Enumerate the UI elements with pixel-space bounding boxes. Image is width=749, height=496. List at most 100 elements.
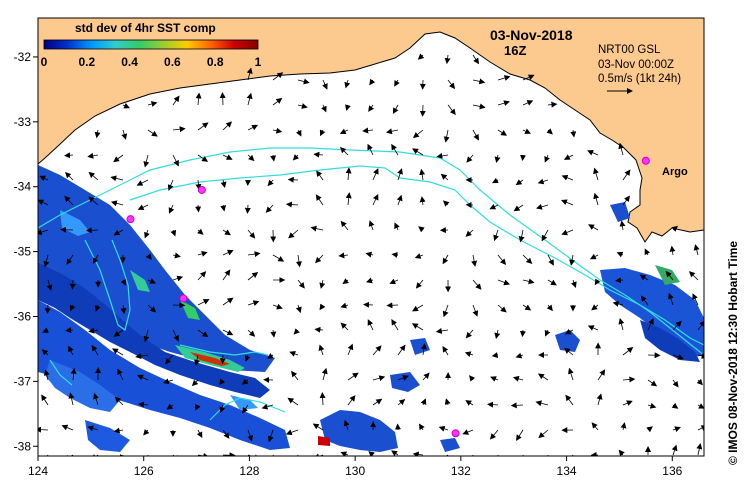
current-arrow <box>372 168 379 181</box>
current-arrow <box>672 320 682 331</box>
current-arrow <box>396 194 403 206</box>
current-arrow <box>697 320 704 331</box>
current-arrow <box>544 329 551 337</box>
current-arrow <box>420 398 427 406</box>
current-arrow <box>647 402 657 409</box>
current-arrow <box>68 345 74 356</box>
current-arrow <box>170 229 177 237</box>
current-arrow <box>242 404 249 414</box>
current-arrow <box>61 424 74 431</box>
current-arrow <box>442 254 449 265</box>
current-arrow <box>472 54 480 65</box>
current-arrow <box>397 398 406 406</box>
current-arrow <box>247 124 259 131</box>
current-arrow <box>367 319 374 331</box>
current-arrow <box>544 154 550 163</box>
current-arrow <box>397 168 403 181</box>
argo-label: Argo <box>662 166 688 178</box>
current-arrow <box>569 254 576 266</box>
current-arrow <box>563 154 574 160</box>
current-arrow <box>295 304 302 314</box>
current-arrow <box>270 154 277 162</box>
current-arrow <box>297 454 299 456</box>
header-time: 16Z <box>504 43 526 58</box>
current-arrow <box>639 274 649 281</box>
current-arrow <box>112 348 124 356</box>
current-arrow <box>568 367 574 381</box>
current-arrow <box>414 253 424 259</box>
current-arrow <box>519 329 526 338</box>
colorbar-legend: std dev of 4hr SST comp 0 0.2 0.4 0.6 0.8 1 <box>41 21 262 69</box>
colorbar-tick-label: 0.4 <box>121 55 138 69</box>
current-arrow <box>442 346 449 356</box>
current-arrow <box>587 325 599 331</box>
current-arrow <box>419 168 426 181</box>
current-arrow <box>644 248 651 256</box>
current-arrow <box>247 300 260 306</box>
current-arrow <box>591 422 599 431</box>
current-arrow <box>465 400 474 406</box>
current-arrow <box>222 297 234 306</box>
current-arrow <box>143 429 150 436</box>
current-arrow <box>546 128 553 135</box>
current-arrow <box>368 104 375 112</box>
current-arrow <box>367 143 374 156</box>
current-arrow <box>397 344 406 356</box>
y-tick-label: -37 <box>14 374 32 388</box>
current-arrow <box>69 304 76 312</box>
colorbar-tick-label: 1 <box>255 55 262 69</box>
current-arrow <box>368 451 375 456</box>
current-arrow <box>693 244 700 256</box>
current-arrow <box>122 102 130 109</box>
current-arrow <box>419 196 426 206</box>
current-arrow <box>65 171 74 181</box>
current-arrow <box>319 279 326 289</box>
current-arrow <box>669 245 676 256</box>
current-arrow <box>537 178 549 185</box>
current-arrow <box>222 249 234 256</box>
current-arrow <box>143 154 150 168</box>
current-arrow <box>347 395 356 406</box>
current-arrow <box>344 79 351 89</box>
current-arrow <box>697 403 704 409</box>
argo-float-marker <box>179 294 188 303</box>
current-arrow <box>113 229 124 236</box>
current-arrow <box>41 349 49 356</box>
current-arrow <box>265 204 274 213</box>
current-arrow <box>345 192 352 206</box>
current-arrow <box>292 154 300 161</box>
x-tick-label: 136 <box>662 464 682 478</box>
current-arrow <box>88 196 99 206</box>
y-tick-label: -34 <box>14 180 32 194</box>
current-arrow <box>195 403 201 411</box>
current-arrow <box>220 179 227 188</box>
current-arrow <box>412 451 424 456</box>
current-arrow <box>522 100 534 106</box>
current-arrow <box>472 103 486 110</box>
current-arrow <box>490 376 499 382</box>
current-arrow <box>39 175 49 182</box>
current-arrow <box>647 379 658 387</box>
coastline <box>38 31 704 243</box>
current-arrow <box>394 79 400 87</box>
current-arrow <box>340 451 349 456</box>
current-arrow <box>85 227 99 234</box>
current-arrow <box>135 353 149 360</box>
current-arrow <box>191 379 199 387</box>
current-arrow <box>462 429 474 435</box>
current-arrow <box>372 193 379 206</box>
current-arrow <box>565 394 574 406</box>
current-arrow <box>512 375 524 382</box>
current-arrow <box>166 403 174 410</box>
current-arrow <box>295 129 302 137</box>
current-arrow <box>120 279 127 286</box>
current-arrow <box>612 300 624 307</box>
current-arrow <box>386 128 399 135</box>
current-scale-label: 0.5m/s (1kt 24h) <box>598 73 681 85</box>
current-arrow <box>442 200 450 207</box>
current-arrow <box>222 229 231 236</box>
current-arrow <box>564 347 574 356</box>
current-arrow <box>38 229 49 235</box>
current-arrow <box>372 345 382 356</box>
current-arrow <box>110 200 124 207</box>
